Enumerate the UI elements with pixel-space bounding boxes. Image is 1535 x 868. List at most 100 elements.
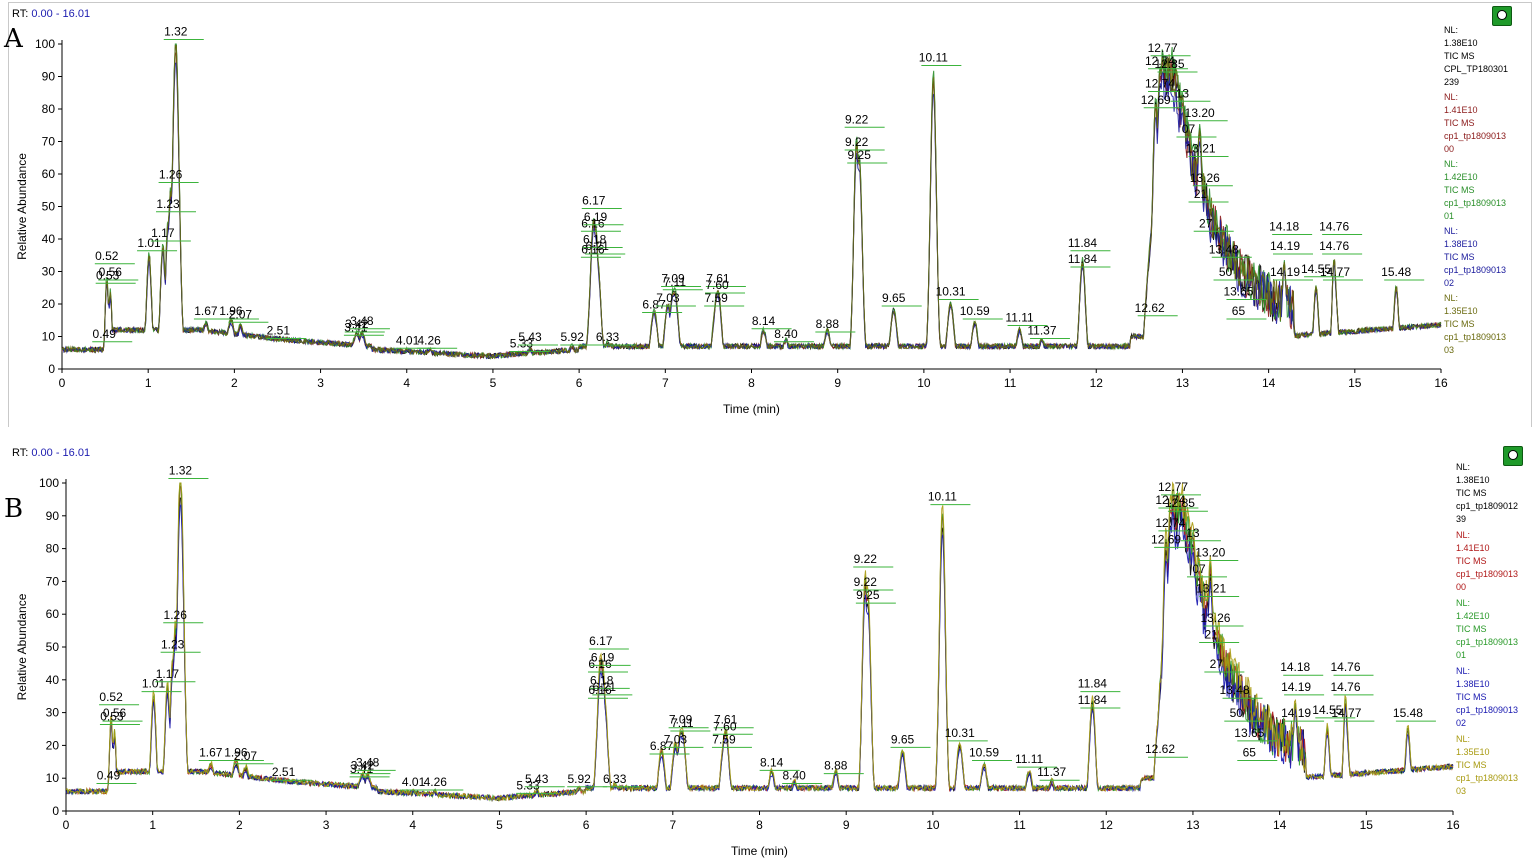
peak-rt-label: 9.22 — [854, 575, 878, 589]
peak-rt-label: 2.07 — [234, 749, 258, 763]
trace-legend-text: NL: — [1456, 530, 1470, 540]
peak-rt-label: 7.59 — [712, 732, 736, 746]
trace-legend-text: 239 — [1444, 77, 1459, 87]
x-tick-label: 13 — [1176, 376, 1190, 390]
peak-rt-label: 13.20 — [1195, 545, 1225, 559]
peak-rt-label: 3.48 — [356, 755, 380, 769]
x-tick-label: 11 — [1013, 818, 1026, 832]
y-tick-label: 30 — [46, 706, 60, 720]
peak-rt-label: 7.59 — [704, 291, 728, 305]
peak-rt-label: 14.18 — [1280, 660, 1310, 674]
rt-range-readout: RT: 0.00 - 16.01 — [12, 8, 90, 20]
peak-rt-label: 5.33 — [516, 778, 540, 792]
trace-legend-text: TIC MS — [1456, 488, 1487, 498]
peak-rt-label: 9.22 — [854, 552, 878, 566]
tic-trace — [65, 481, 1454, 803]
peak-rt-label: 11.37 — [1027, 324, 1056, 338]
peak-rt-label: 10.31 — [936, 285, 966, 299]
x-tick-label: 6 — [583, 818, 590, 832]
peak-rt-label: 14.55 — [1301, 262, 1331, 276]
trace-legend-text: 00 — [1456, 582, 1466, 592]
trace-legend-text: 1.35E10 — [1456, 747, 1490, 757]
x-axis-title: Time (min) — [731, 844, 788, 858]
peak-rt-label: 6.87 — [650, 739, 674, 753]
chromatogram-panel-a: RT: 0.00 - 16.01 A 0 10 20 30 40 50 60 70 80 90 10… — [0, 0, 1535, 432]
peak-rt-label: 14.76 — [1330, 680, 1360, 694]
trace-legend-text: TIC MS — [1456, 556, 1487, 566]
peak-rt-label: 12.77 — [1148, 41, 1178, 55]
trace-legend-text: 1.42E10 — [1456, 611, 1490, 621]
peak-rt-label: 7.11 — [664, 275, 687, 289]
peak-rt-label: 11.84 — [1078, 693, 1107, 707]
peak-rt-label: 14.19 — [1270, 265, 1300, 279]
peak-rt-label: 13.48 — [1209, 242, 1239, 256]
x-tick-label: 2 — [236, 818, 243, 832]
y-tick-label: 0 — [48, 362, 55, 376]
peak-rt-label: 9.25 — [856, 588, 880, 602]
peak-rt-label: 2.51 — [267, 324, 291, 338]
trace-legend-text: TIC MS — [1456, 692, 1487, 702]
peak-rt-label: 6.33 — [603, 772, 627, 786]
trace-legend-text: TIC MS — [1456, 624, 1487, 634]
peak-rt-label: 14.18 — [1269, 220, 1299, 234]
peak-rt-label: 6.18 — [590, 673, 614, 687]
y-tick-label: 30 — [42, 265, 56, 279]
peak-rt-label: 1.32 — [169, 463, 193, 477]
trace-legend-text: 02 — [1444, 278, 1454, 288]
peak-rt-label: 13.20 — [1185, 106, 1215, 120]
trace-legend-text: NL: — [1444, 159, 1458, 169]
trace-legend-text: 1.35E10 — [1444, 306, 1478, 316]
trace-legend-text: 1.38E10 — [1444, 239, 1478, 249]
x-tick-label: 8 — [748, 376, 755, 390]
peak-rt-label: 6.17 — [582, 194, 606, 208]
trace-legend-text: NL: — [1456, 666, 1470, 676]
pin-icon[interactable] — [1492, 6, 1512, 26]
y-tick-label: 70 — [42, 135, 56, 149]
peak-rt-label: 2.07 — [229, 307, 253, 321]
peak-rt-label: 27 — [1210, 657, 1224, 671]
peak-rt-label: 14.19 — [1270, 239, 1300, 253]
trace-legend-text: 00 — [1444, 144, 1454, 154]
peak-rt-label: 1.17 — [151, 226, 175, 240]
peak-rt-label: 50 — [1219, 265, 1233, 279]
peak-rt-label: 0.52 — [95, 249, 119, 263]
y-tick-label: 90 — [42, 70, 56, 84]
peak-rt-label: 13.65 — [1223, 285, 1253, 299]
x-tick-label: 16 — [1446, 818, 1460, 832]
x-tick-label: 4 — [403, 376, 410, 390]
peak-rt-label: 21 — [1204, 627, 1218, 641]
peak-rt-label: 6.17 — [589, 634, 613, 648]
peak-rt-label: 6.16 — [588, 683, 612, 697]
peak-rt-label: 1.96 — [224, 746, 248, 760]
x-tick-label: 15 — [1360, 818, 1374, 832]
pin-icon[interactable] — [1503, 446, 1523, 466]
trace-legend-text: NL: — [1444, 92, 1458, 102]
peak-rt-label: 14.77 — [1320, 265, 1350, 279]
trace-legend-text: 1.38E10 — [1456, 475, 1490, 485]
peak-rt-label: 12.74 — [1145, 77, 1175, 91]
trace-legend-text: CPL_TP180301 — [1444, 64, 1508, 74]
trace-legend-text: TIC MS — [1444, 118, 1475, 128]
y-tick-label: 40 — [46, 673, 60, 687]
peak-rt-label: 10.31 — [945, 726, 975, 740]
peak-rt-label: 6.21 — [593, 680, 617, 694]
peak-rt-label: 0.53 — [100, 709, 124, 723]
peak-rt-label: 12.74 — [1155, 493, 1185, 507]
peak-rt-label: 8.14 — [760, 755, 784, 769]
peak-rt-label: 1.26 — [159, 168, 183, 182]
trace-legend-text: cp1_tp1809012 — [1456, 501, 1518, 511]
peak-rt-label: 1.01 — [142, 677, 166, 691]
peak-rt-label: 13.48 — [1220, 683, 1250, 697]
trace-legend-text: cp1_tp1809013 — [1456, 569, 1518, 579]
peak-rt-label: 3.48 — [350, 314, 374, 328]
trace-legend-text: cp1_tp1809013 — [1456, 705, 1518, 715]
x-tick-label: 13 — [1186, 818, 1200, 832]
peak-rt-label: 14.76 — [1330, 660, 1360, 674]
peak-rt-label: 0.53 — [96, 268, 120, 282]
x-tick-label: 14 — [1262, 376, 1276, 390]
peak-rt-label: 07 — [1182, 122, 1196, 136]
x-tick-label: 3 — [317, 376, 324, 390]
rt-range-value: 0.00 - 16.01 — [31, 8, 91, 20]
y-tick-label: 80 — [42, 102, 56, 116]
y-tick-label: 50 — [42, 200, 56, 214]
